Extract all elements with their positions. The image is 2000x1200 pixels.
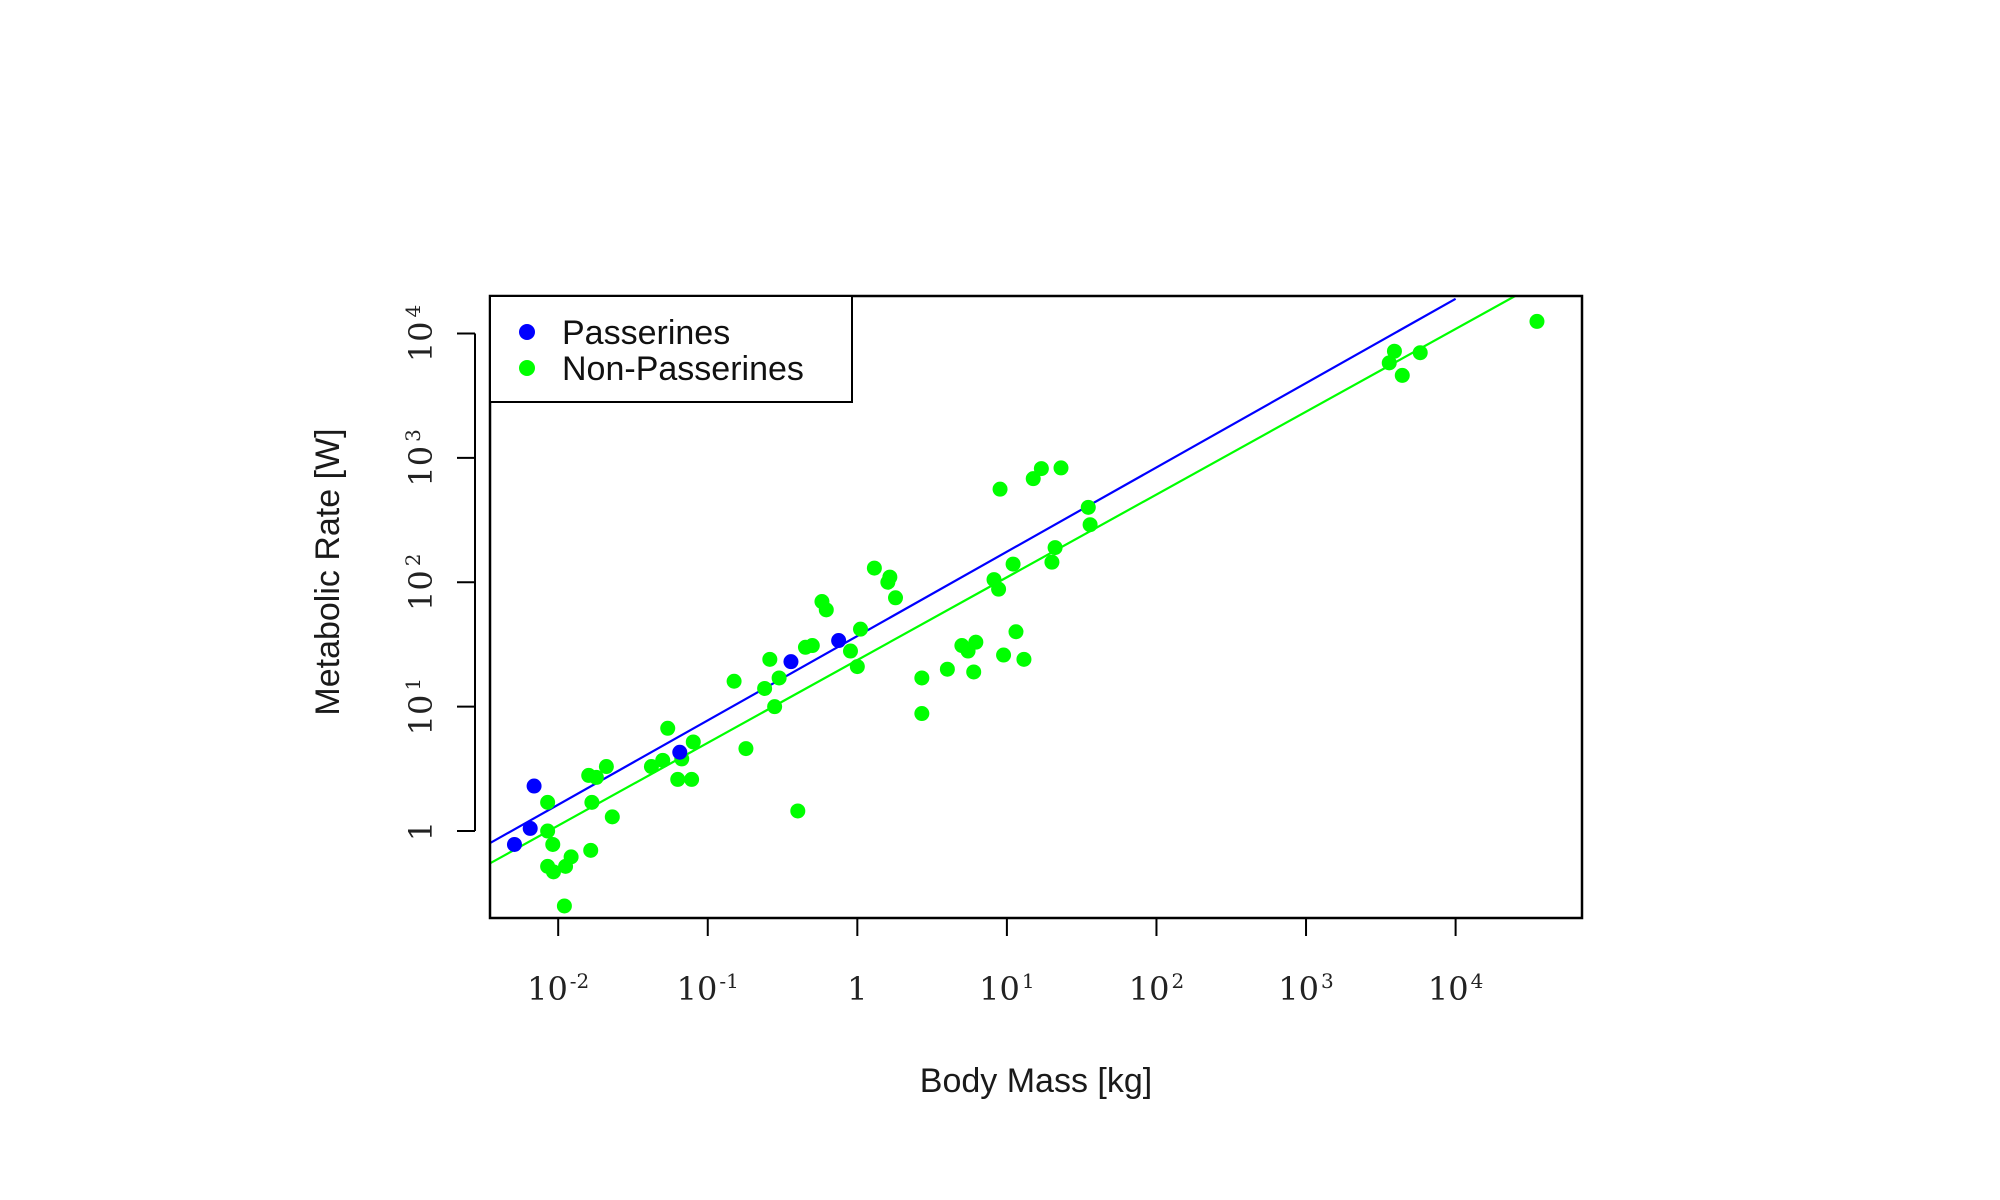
y-tick-label: 1 [402, 821, 440, 841]
point-non-passerines [1025, 471, 1041, 487]
point-passerines [672, 744, 688, 760]
data-points [506, 313, 1545, 914]
point-non-passerines [598, 759, 614, 775]
point-non-passerines [767, 699, 783, 715]
point-passerines [831, 633, 847, 649]
point-non-passerines [882, 569, 898, 585]
point-non-passerines [643, 759, 659, 775]
point-non-passerines [771, 670, 787, 686]
point-non-passerines [852, 621, 868, 637]
point-non-passerines [992, 481, 1008, 497]
point-non-passerines [563, 849, 579, 865]
point-non-passerines [1386, 343, 1402, 359]
y-tick-label: 103 [401, 429, 440, 486]
legend-label-non-passerines: Non-Passerines [562, 350, 804, 388]
point-non-passerines [968, 634, 984, 650]
point-non-passerines [914, 706, 930, 722]
point-non-passerines [588, 769, 604, 785]
point-non-passerines [545, 836, 561, 852]
point-non-passerines [684, 771, 700, 787]
x-tick-label: 10 -2 [527, 969, 589, 1008]
x-tick-label: 10 3 [1278, 969, 1333, 1008]
fit-line-non-passerines [490, 296, 1516, 865]
point-non-passerines [685, 734, 701, 750]
point-non-passerines [1044, 554, 1060, 570]
point-non-passerines [540, 823, 556, 839]
x-axis-title: Body Mass [kg] [920, 1062, 1152, 1100]
y-tick-label: 104 [401, 305, 440, 362]
legend-box [489, 295, 853, 403]
y-tick-label: 102 [401, 554, 440, 611]
point-passerines [526, 778, 542, 794]
point-passerines [522, 820, 538, 836]
point-passerines [783, 654, 799, 670]
y-axis: 1 101 102 103 104 [401, 305, 476, 841]
point-non-passerines [762, 651, 778, 667]
point-non-passerines [1381, 355, 1397, 371]
point-non-passerines [790, 803, 806, 819]
point-non-passerines [991, 581, 1007, 597]
point-non-passerines [660, 720, 676, 736]
point-non-passerines [604, 809, 620, 825]
x-tick-label: 10 -1 [677, 969, 739, 1008]
point-non-passerines [1033, 461, 1049, 477]
point-non-passerines [939, 661, 955, 677]
point-non-passerines [757, 680, 773, 696]
point-non-passerines [540, 794, 556, 810]
point-non-passerines [726, 673, 742, 689]
point-non-passerines [842, 643, 858, 659]
fit-line-passerines [490, 297, 1457, 845]
point-non-passerines [966, 664, 982, 680]
point-non-passerines [545, 864, 561, 880]
point-non-passerines [1047, 540, 1063, 556]
legend-label-passerines: Passerines [562, 314, 730, 352]
y-tick-label: 101 [401, 678, 440, 735]
point-non-passerines [996, 647, 1012, 663]
point-non-passerines [849, 659, 865, 675]
point-non-passerines [804, 638, 820, 654]
point-non-passerines [583, 842, 599, 858]
point-non-passerines [1016, 651, 1032, 667]
x-tick-label: 10 2 [1129, 969, 1184, 1008]
point-non-passerines [888, 590, 904, 606]
fit-lines [490, 296, 1516, 865]
point-non-passerines [1082, 517, 1098, 533]
point-non-passerines [1005, 556, 1021, 572]
point-non-passerines [655, 752, 671, 768]
point-non-passerines [1529, 313, 1545, 329]
y-axis-title: Metabolic Rate [W] [309, 428, 347, 715]
point-non-passerines [584, 794, 600, 810]
x-tick-label: 1 [847, 970, 867, 1008]
point-non-passerines [670, 771, 686, 787]
legend-marker-passerines [519, 324, 535, 340]
point-non-passerines [1394, 367, 1410, 383]
point-non-passerines [914, 670, 930, 686]
point-non-passerines [818, 602, 834, 618]
point-non-passerines [1412, 345, 1428, 361]
point-non-passerines [556, 898, 572, 914]
x-tick-label: 10 4 [1428, 969, 1483, 1008]
x-tick-label: 10 1 [979, 969, 1034, 1008]
point-non-passerines [866, 560, 882, 576]
point-non-passerines [1053, 460, 1069, 476]
x-axis: 10 -2 10 -1 1 10 1 10 2 10 3 10 4 [527, 917, 1483, 1008]
point-non-passerines [1008, 624, 1024, 640]
point-non-passerines [1080, 499, 1096, 515]
point-passerines [506, 836, 522, 852]
legend-marker-non-passerines [519, 360, 535, 376]
point-non-passerines [738, 741, 754, 757]
